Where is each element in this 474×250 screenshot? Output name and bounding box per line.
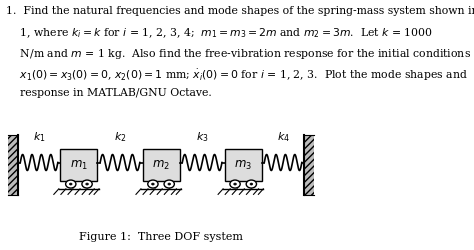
Text: response in MATLAB/GNU Octave.: response in MATLAB/GNU Octave. (6, 88, 211, 98)
Text: $k_1$: $k_1$ (33, 131, 46, 144)
Text: $k_2$: $k_2$ (114, 131, 126, 144)
Circle shape (246, 180, 256, 188)
Text: $m_2$: $m_2$ (152, 158, 170, 172)
Circle shape (70, 183, 72, 185)
Circle shape (152, 183, 154, 185)
Text: N/m and $m$ = 1 kg.  Also find the free-vibration response for the initial condi: N/m and $m$ = 1 kg. Also find the free-v… (6, 47, 471, 61)
Circle shape (230, 180, 240, 188)
Text: $k_4$: $k_4$ (276, 131, 290, 144)
Text: Figure 1:  Three DOF system: Figure 1: Three DOF system (79, 232, 243, 242)
Bar (60, 149, 98, 181)
Text: $m_3$: $m_3$ (234, 158, 252, 172)
Bar (8, 135, 18, 195)
Circle shape (234, 183, 237, 185)
Text: 1, where $k_i = k$ for $i$ = 1, 2, 3, 4;  $m_1 = m_3 = 2m$ and $m_2 = 3m$.  Let : 1, where $k_i = k$ for $i$ = 1, 2, 3, 4;… (6, 27, 433, 40)
Text: $k_3$: $k_3$ (196, 131, 209, 144)
Text: $x_1(0) = x_3(0) = 0$, $x_2(0) = 1$ mm; $\dot{x}_i(0) = 0$ for $i$ = 1, 2, 3.  P: $x_1(0) = x_3(0) = 0$, $x_2(0) = 1$ mm; … (6, 68, 467, 83)
Bar (143, 149, 180, 181)
Circle shape (168, 183, 171, 185)
Bar (225, 149, 262, 181)
Circle shape (164, 180, 174, 188)
Circle shape (250, 183, 253, 185)
Circle shape (148, 180, 158, 188)
Text: 1.  Find the natural frequencies and mode shapes of the spring-mass system shown: 1. Find the natural frequencies and mode… (6, 6, 474, 16)
Text: $m_1$: $m_1$ (70, 158, 88, 172)
Circle shape (86, 183, 88, 185)
Circle shape (82, 180, 92, 188)
Circle shape (65, 180, 76, 188)
Bar (304, 135, 314, 195)
